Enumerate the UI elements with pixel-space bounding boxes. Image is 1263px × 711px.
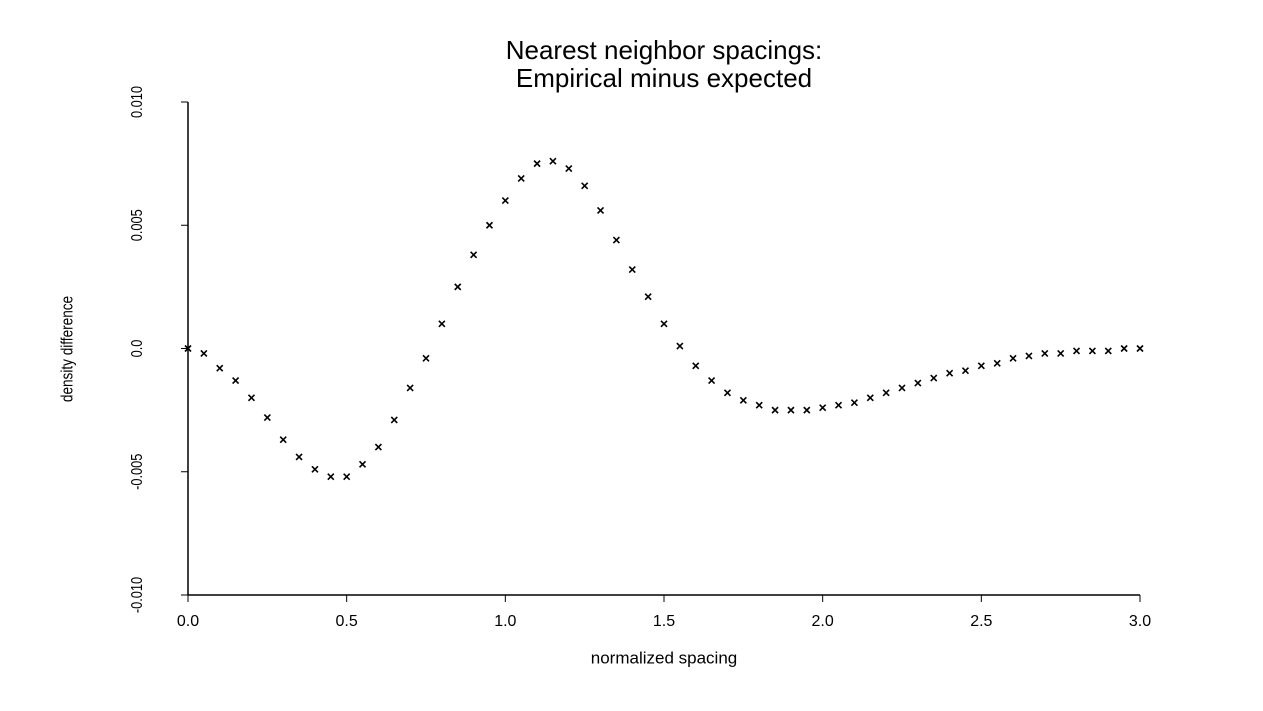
y-tick-label: 0.0 — [129, 340, 147, 358]
y-tick-label: 0.010 — [129, 86, 147, 118]
data-point — [914, 379, 922, 387]
data-point — [834, 401, 843, 409]
data-point — [771, 406, 779, 414]
data-point — [1072, 347, 1081, 355]
data-point — [327, 473, 335, 481]
y-tick-label: -0.005 — [129, 454, 147, 490]
data-point — [739, 396, 747, 404]
data-point — [406, 384, 414, 392]
data-point — [1104, 347, 1112, 355]
y-tick-label: 0.005 — [129, 209, 147, 241]
data-point — [676, 342, 684, 350]
data-point — [1025, 352, 1033, 360]
x-tick-label: 0.5 — [336, 613, 358, 630]
data-point — [708, 376, 716, 385]
data-point — [501, 197, 509, 205]
data-point — [581, 182, 589, 190]
data-point — [390, 416, 398, 424]
data-point — [755, 401, 763, 409]
data-point — [628, 266, 636, 274]
data-point — [279, 436, 287, 444]
data-point — [358, 460, 367, 468]
data-point — [184, 344, 192, 353]
data-point — [311, 465, 319, 473]
data-point — [930, 374, 938, 382]
data-point — [263, 413, 271, 422]
data-point — [295, 453, 303, 461]
data-point — [898, 384, 906, 392]
data-point — [993, 359, 1001, 367]
data-point — [454, 283, 462, 291]
data-point — [644, 293, 652, 301]
data-point — [866, 394, 874, 402]
data-point — [787, 406, 795, 414]
data-point — [946, 369, 954, 377]
x-tick-label: 1.5 — [653, 613, 675, 630]
x-tick-label: 2.0 — [812, 613, 834, 630]
data-point — [1120, 344, 1128, 353]
x-axis-title: normalized spacing — [591, 648, 737, 667]
data-point — [216, 364, 224, 372]
x-tick-label: 2.5 — [970, 613, 992, 630]
data-point — [343, 473, 351, 481]
data-point — [1057, 349, 1065, 357]
data-point — [723, 389, 732, 397]
chart-title: Empirical minus expected — [516, 63, 812, 93]
data-point — [692, 362, 700, 370]
data-point — [1009, 354, 1017, 362]
data-point — [485, 221, 494, 229]
data-point — [596, 206, 605, 215]
data-point — [1088, 347, 1096, 355]
chart-title: Nearest neighbor spacings: — [506, 35, 823, 65]
data-point — [422, 354, 430, 362]
data-point — [803, 406, 811, 414]
data-point — [549, 157, 557, 165]
data-point — [977, 362, 985, 370]
x-tick-label: 1.0 — [494, 613, 516, 630]
data-point — [200, 349, 208, 357]
x-tick-label: 0.0 — [177, 613, 199, 630]
data-point — [533, 160, 541, 168]
data-point — [612, 236, 620, 244]
data-point — [819, 404, 827, 412]
data-point — [470, 251, 478, 259]
data-point — [882, 389, 890, 397]
data-point — [374, 443, 382, 451]
data-point — [247, 394, 256, 402]
y-axis-title: density difference — [58, 296, 77, 402]
data-point — [1041, 349, 1049, 357]
y-tick-label: -0.010 — [129, 577, 147, 613]
data-point — [438, 320, 446, 328]
data-point — [232, 376, 240, 385]
data-point — [517, 174, 525, 182]
x-tick-label: 3.0 — [1129, 613, 1151, 630]
data-point — [660, 320, 668, 328]
data-point — [565, 164, 573, 173]
data-point — [850, 399, 858, 407]
data-point — [961, 367, 970, 375]
data-point — [1136, 344, 1144, 353]
